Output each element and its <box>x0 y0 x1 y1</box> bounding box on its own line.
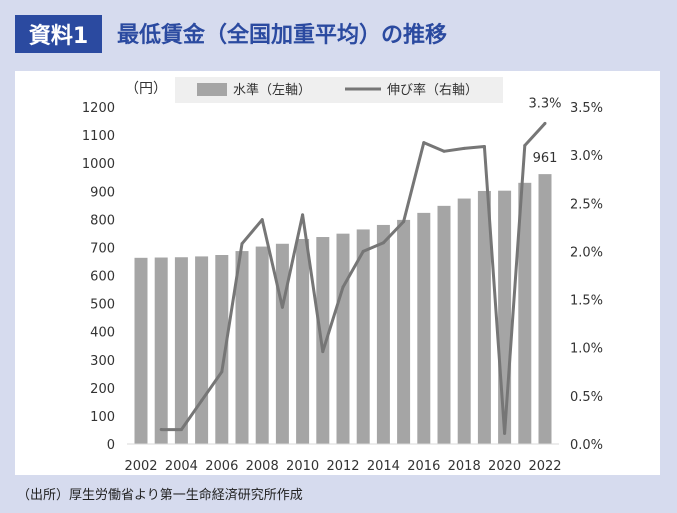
bar-2019 <box>477 190 491 444</box>
header: 資料1 最低賃金（全国加重平均）の推移 <box>0 0 677 62</box>
point-2011 <box>321 350 325 354</box>
bar-2014 <box>376 224 390 444</box>
right-tick-label: 3.5% <box>570 101 603 116</box>
growth-rate-line <box>161 122 547 435</box>
bar-2006 <box>215 254 229 444</box>
left-tick-label: 300 <box>90 354 115 369</box>
point-2021 <box>523 144 527 148</box>
point-2013 <box>361 249 365 253</box>
point-2006 <box>220 370 224 374</box>
point-2015 <box>402 220 406 224</box>
legend-box <box>175 77 503 103</box>
chart-svg: 水準（左軸） 伸び率（右軸） （円） 0 100 200 300 400 500 600 70… <box>82 77 603 474</box>
x-tick-label: 2012 <box>326 459 359 474</box>
right-tick-label: 0.5% <box>570 390 603 405</box>
bar-2009 <box>275 243 289 444</box>
point-2009 <box>280 305 284 309</box>
point-2004 <box>179 428 183 432</box>
growth-rate-points <box>159 121 547 435</box>
left-tick-label: 1000 <box>82 157 115 172</box>
left-tick-label: 200 <box>90 382 115 397</box>
point-2016 <box>422 141 426 145</box>
left-tick-label: 100 <box>90 410 115 425</box>
left-tick-label: 800 <box>90 213 115 228</box>
legend-bar-label: 水準（左軸） <box>233 82 311 98</box>
point-2018 <box>462 146 466 150</box>
bar-2021 <box>518 182 532 444</box>
bar-2003 <box>154 257 168 444</box>
bar-2012 <box>336 233 350 444</box>
right-tick-label: 3.0% <box>570 149 603 164</box>
bar-2005 <box>195 256 209 444</box>
point-2014 <box>381 241 385 245</box>
bar-2002 <box>134 257 148 444</box>
bar-2017 <box>437 205 451 444</box>
chart-panel: 水準（左軸） 伸び率（右軸） （円） 0 100 200 300 400 500 600 70… <box>15 71 660 475</box>
point-2019 <box>482 144 486 148</box>
point-2022 <box>543 121 547 125</box>
right-tick-label: 2.0% <box>570 245 603 260</box>
point-2017 <box>442 149 446 153</box>
x-tick-label: 2022 <box>528 459 561 474</box>
legend-line-label: 伸び率（右軸） <box>387 82 478 98</box>
bar-2022 <box>538 174 552 444</box>
point-2010 <box>301 213 305 217</box>
bar-2011 <box>316 237 330 444</box>
last-line-data-label: 3.3% <box>528 96 561 111</box>
left-tick-label: 0 <box>107 438 115 453</box>
x-tick-label: 2014 <box>367 459 400 474</box>
legend-bar-swatch <box>197 83 227 96</box>
left-tick-label: 500 <box>90 298 115 313</box>
right-tick-label: 0.0% <box>570 438 603 453</box>
x-tick-label: 2010 <box>286 459 319 474</box>
point-2003 <box>159 428 163 432</box>
bar-2018 <box>457 198 471 444</box>
bar-2015 <box>397 219 411 444</box>
chart-title: 最低賃金（全国加重平均）の推移 <box>117 23 448 48</box>
right-tick-label: 1.5% <box>570 294 603 309</box>
left-tick-label: 700 <box>90 241 115 256</box>
right-tick-label: 2.5% <box>570 197 603 212</box>
bar-2020 <box>498 190 512 444</box>
bar-series <box>134 174 552 444</box>
point-2007 <box>240 242 244 246</box>
left-axis-ticks: 0 100 200 300 400 500 600 700 800 900 1000 1100 1200 <box>82 101 115 453</box>
last-bar-data-label: 961 <box>533 151 558 166</box>
left-tick-label: 1200 <box>82 101 115 116</box>
point-2008 <box>260 218 264 222</box>
bar-2008 <box>255 246 269 444</box>
x-tick-label: 2020 <box>488 459 521 474</box>
left-axis-unit: （円） <box>125 81 167 97</box>
x-axis-ticks: 2002 2004 2006 2008 2010 2012 2014 2016 2018 2020… <box>124 459 561 474</box>
x-tick-label: 2002 <box>124 459 157 474</box>
point-2012 <box>341 285 345 289</box>
left-tick-label: 600 <box>90 270 115 285</box>
left-tick-label: 1100 <box>82 129 115 144</box>
bar-2016 <box>417 212 431 444</box>
left-tick-label: 400 <box>90 326 115 341</box>
x-tick-label: 2006 <box>205 459 238 474</box>
right-tick-label: 1.0% <box>570 342 603 357</box>
bar-2007 <box>235 251 249 444</box>
bar-2004 <box>174 257 188 444</box>
bar-2013 <box>356 229 370 444</box>
x-tick-label: 2008 <box>246 459 279 474</box>
point-2005 <box>200 399 204 403</box>
right-axis-ticks: 0.0% 0.5% 1.0% 1.5% 2.0% 2.5% 3.0% 3.5% <box>570 101 603 453</box>
figure-badge: 資料1 <box>15 15 102 53</box>
point-2020 <box>503 431 507 435</box>
left-tick-label: 900 <box>90 185 115 200</box>
x-tick-label: 2004 <box>165 459 198 474</box>
x-tick-label: 2016 <box>407 459 440 474</box>
source-note: （出所）厚生労働省より第一生命経済研究所作成 <box>17 488 303 503</box>
x-tick-label: 2018 <box>448 459 481 474</box>
bar-2010 <box>296 238 310 444</box>
